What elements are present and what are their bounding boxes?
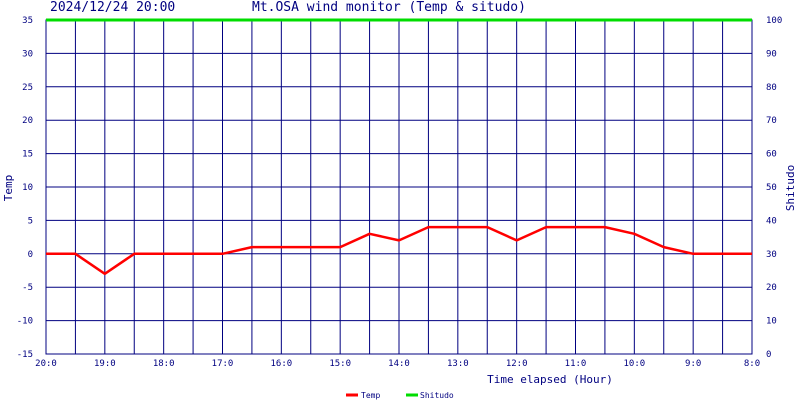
y2-tick-label: 100 bbox=[766, 16, 782, 26]
y-tick-label: -10 bbox=[17, 317, 33, 327]
y-tick-label: 10 bbox=[22, 183, 33, 193]
x-tick-label: 19:0 bbox=[94, 359, 116, 369]
y2-tick-label: 60 bbox=[766, 150, 777, 160]
y-tick-label: 20 bbox=[22, 116, 33, 126]
x-tick-label: 14:0 bbox=[388, 359, 410, 369]
series-line-temp bbox=[46, 225, 752, 276]
y2-tick-label: 20 bbox=[766, 283, 777, 293]
y-tick-label: 0 bbox=[28, 250, 33, 260]
y-tick-label: -15 bbox=[17, 350, 33, 360]
chart-title: Mt.OSA wind monitor (Temp & situdo) bbox=[252, 0, 526, 15]
chart-datetime: 2024/12/24 20:00 bbox=[50, 0, 176, 15]
x-tick-label: 12:0 bbox=[506, 359, 528, 369]
legend: Temp Shitudo bbox=[346, 391, 454, 400]
series-lines bbox=[46, 18, 752, 276]
x-axis-label: Time elapsed (Hour) bbox=[487, 373, 613, 386]
x-tick-label: 18:0 bbox=[153, 359, 175, 369]
x-tick-label: 9:0 bbox=[685, 359, 701, 369]
x-axis-ticks: 20:0 19:0 18:0 17:0 16:0 15:0 14:0 13:0 12:0 11:0… bbox=[35, 359, 760, 369]
x-tick-label: 10:0 bbox=[623, 359, 645, 369]
y-tick-label: 30 bbox=[22, 49, 33, 59]
y-tick-label: -5 bbox=[22, 283, 33, 293]
legend-label: Shitudo bbox=[420, 391, 454, 400]
y-tick-label: 35 bbox=[22, 16, 33, 26]
right-axis-ticks: 0 10 20 30 40 50 60 70 80 90 100 bbox=[766, 16, 782, 360]
y2-tick-label: 10 bbox=[766, 317, 777, 327]
y2-tick-label: 50 bbox=[766, 183, 777, 193]
x-tick-label: 15:0 bbox=[329, 359, 351, 369]
x-tick-label: 11:0 bbox=[565, 359, 587, 369]
x-tick-label: 13:0 bbox=[447, 359, 469, 369]
y2-tick-label: 0 bbox=[766, 350, 771, 360]
x-tick-label: 16:0 bbox=[270, 359, 292, 369]
legend-label: Temp bbox=[361, 391, 380, 400]
y-tick-label: 15 bbox=[22, 150, 33, 160]
y2-tick-label: 80 bbox=[766, 83, 777, 93]
grid-lines bbox=[45, 19, 753, 355]
left-axis-ticks: -15 -10 -5 0 5 10 15 20 25 30 35 bbox=[17, 16, 33, 360]
x-tick-label: 8:0 bbox=[744, 359, 760, 369]
y2-axis-label: Shitudo bbox=[784, 165, 797, 211]
x-tick-label: 17:0 bbox=[212, 359, 234, 369]
y2-tick-label: 30 bbox=[766, 250, 777, 260]
y2-tick-label: 40 bbox=[766, 216, 777, 226]
y-tick-label: 5 bbox=[28, 216, 33, 226]
y-axis-label: Temp bbox=[2, 175, 15, 202]
x-tick-label: 20:0 bbox=[35, 359, 57, 369]
y2-tick-label: 70 bbox=[766, 116, 777, 126]
y2-tick-label: 90 bbox=[766, 49, 777, 59]
y-tick-label: 25 bbox=[22, 83, 33, 93]
